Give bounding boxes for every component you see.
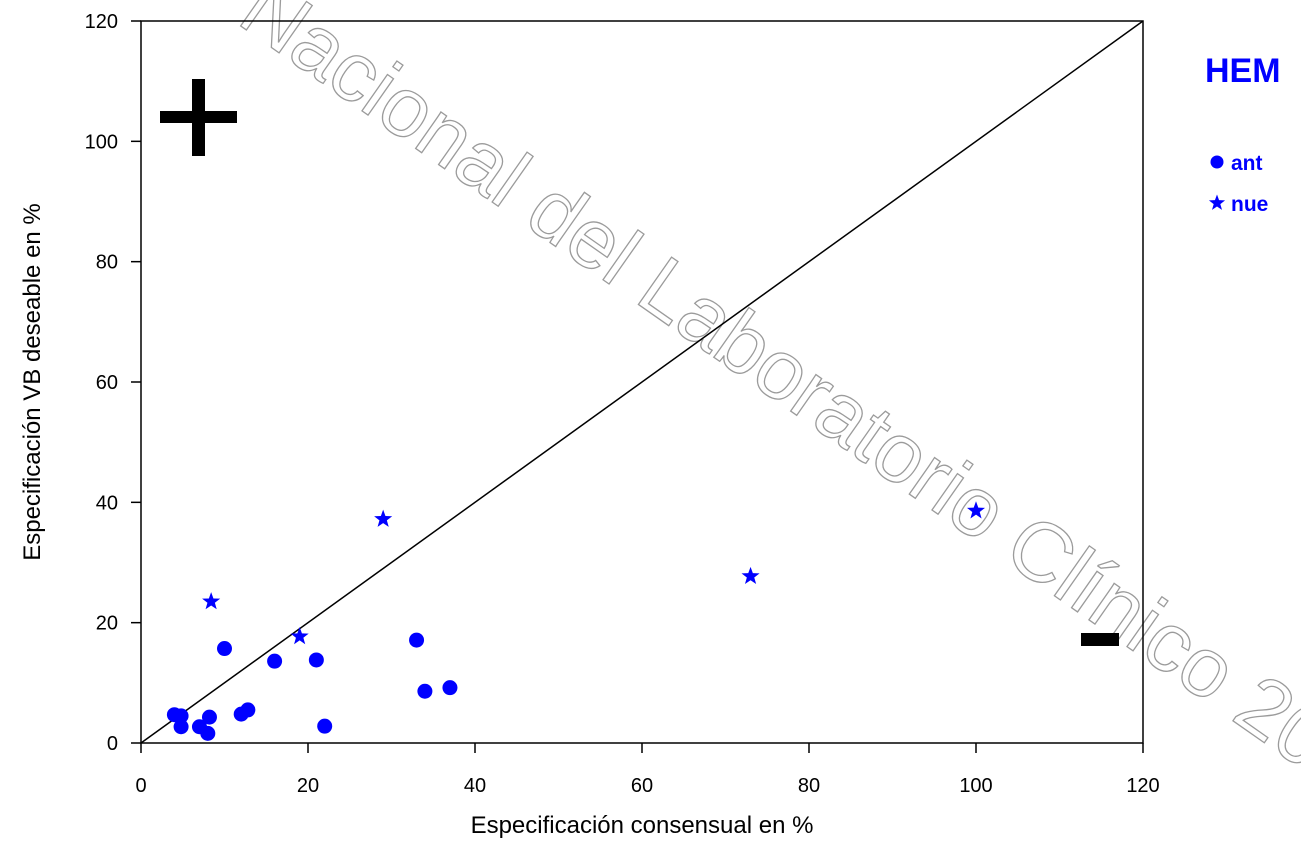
data-point-ant [308, 652, 324, 668]
identity-line [140, 20, 1144, 744]
data-point-ant [409, 632, 425, 648]
data-point-ant [173, 708, 189, 724]
data-point-nue [966, 501, 986, 519]
legend-title: HEM [1205, 52, 1281, 90]
minus-annotation [1081, 633, 1119, 646]
y-tick-label: 80 [96, 252, 118, 274]
y-tick-label: 100 [85, 131, 118, 153]
data-point-ant [173, 719, 189, 735]
legend: HEM ant nue [1205, 52, 1281, 216]
plus-vertical-bar [192, 79, 205, 156]
plus-annotation [160, 79, 237, 156]
y-tick-label: 0 [107, 733, 118, 755]
legend-label-nue: nue [1231, 193, 1268, 216]
data-point-ant [442, 680, 458, 696]
watermark: Nacional del Laboratorio Clínico 20 [224, 0, 1301, 787]
data-point-ant [201, 709, 217, 725]
x-tick-label: 120 [1126, 775, 1159, 797]
x-axis-title: Especificación consensual en % [471, 812, 814, 839]
data-point-ant [217, 641, 232, 657]
y-axis: 0 20 40 60 80 100 120 [85, 11, 141, 755]
data-point-ant [240, 702, 256, 718]
data-point-ant [267, 653, 283, 669]
y-axis-title: Especificación VB deseable en % [19, 203, 46, 561]
data-point-nue [741, 566, 760, 585]
data-point-ant [417, 683, 433, 699]
data-point-nue [374, 509, 393, 527]
data-point-nue [290, 627, 309, 645]
x-tick-label: 100 [959, 775, 992, 797]
x-axis: 0 20 40 60 80 100 120 [135, 743, 1160, 797]
y-tick-label: 40 [96, 492, 118, 514]
data-point-ant [200, 725, 216, 741]
legend-marker-ant [1210, 155, 1224, 169]
data-point-ant [317, 718, 333, 734]
x-tick-label: 60 [631, 775, 653, 797]
y-tick-label: 20 [96, 613, 118, 635]
legend-label-ant: ant [1231, 152, 1263, 175]
data-point-nue [202, 592, 221, 610]
x-tick-label: 0 [135, 775, 146, 797]
x-tick-label: 80 [798, 775, 820, 797]
y-tick-label: 60 [96, 372, 118, 394]
x-tick-label: 40 [464, 775, 486, 797]
watermark-text: Nacional del Laboratorio Clínico 20 [225, 0, 1301, 787]
y-tick-label: 120 [85, 11, 118, 33]
x-tick-label: 20 [297, 775, 319, 797]
data-points [166, 501, 986, 741]
legend-marker-nue [1208, 194, 1226, 210]
